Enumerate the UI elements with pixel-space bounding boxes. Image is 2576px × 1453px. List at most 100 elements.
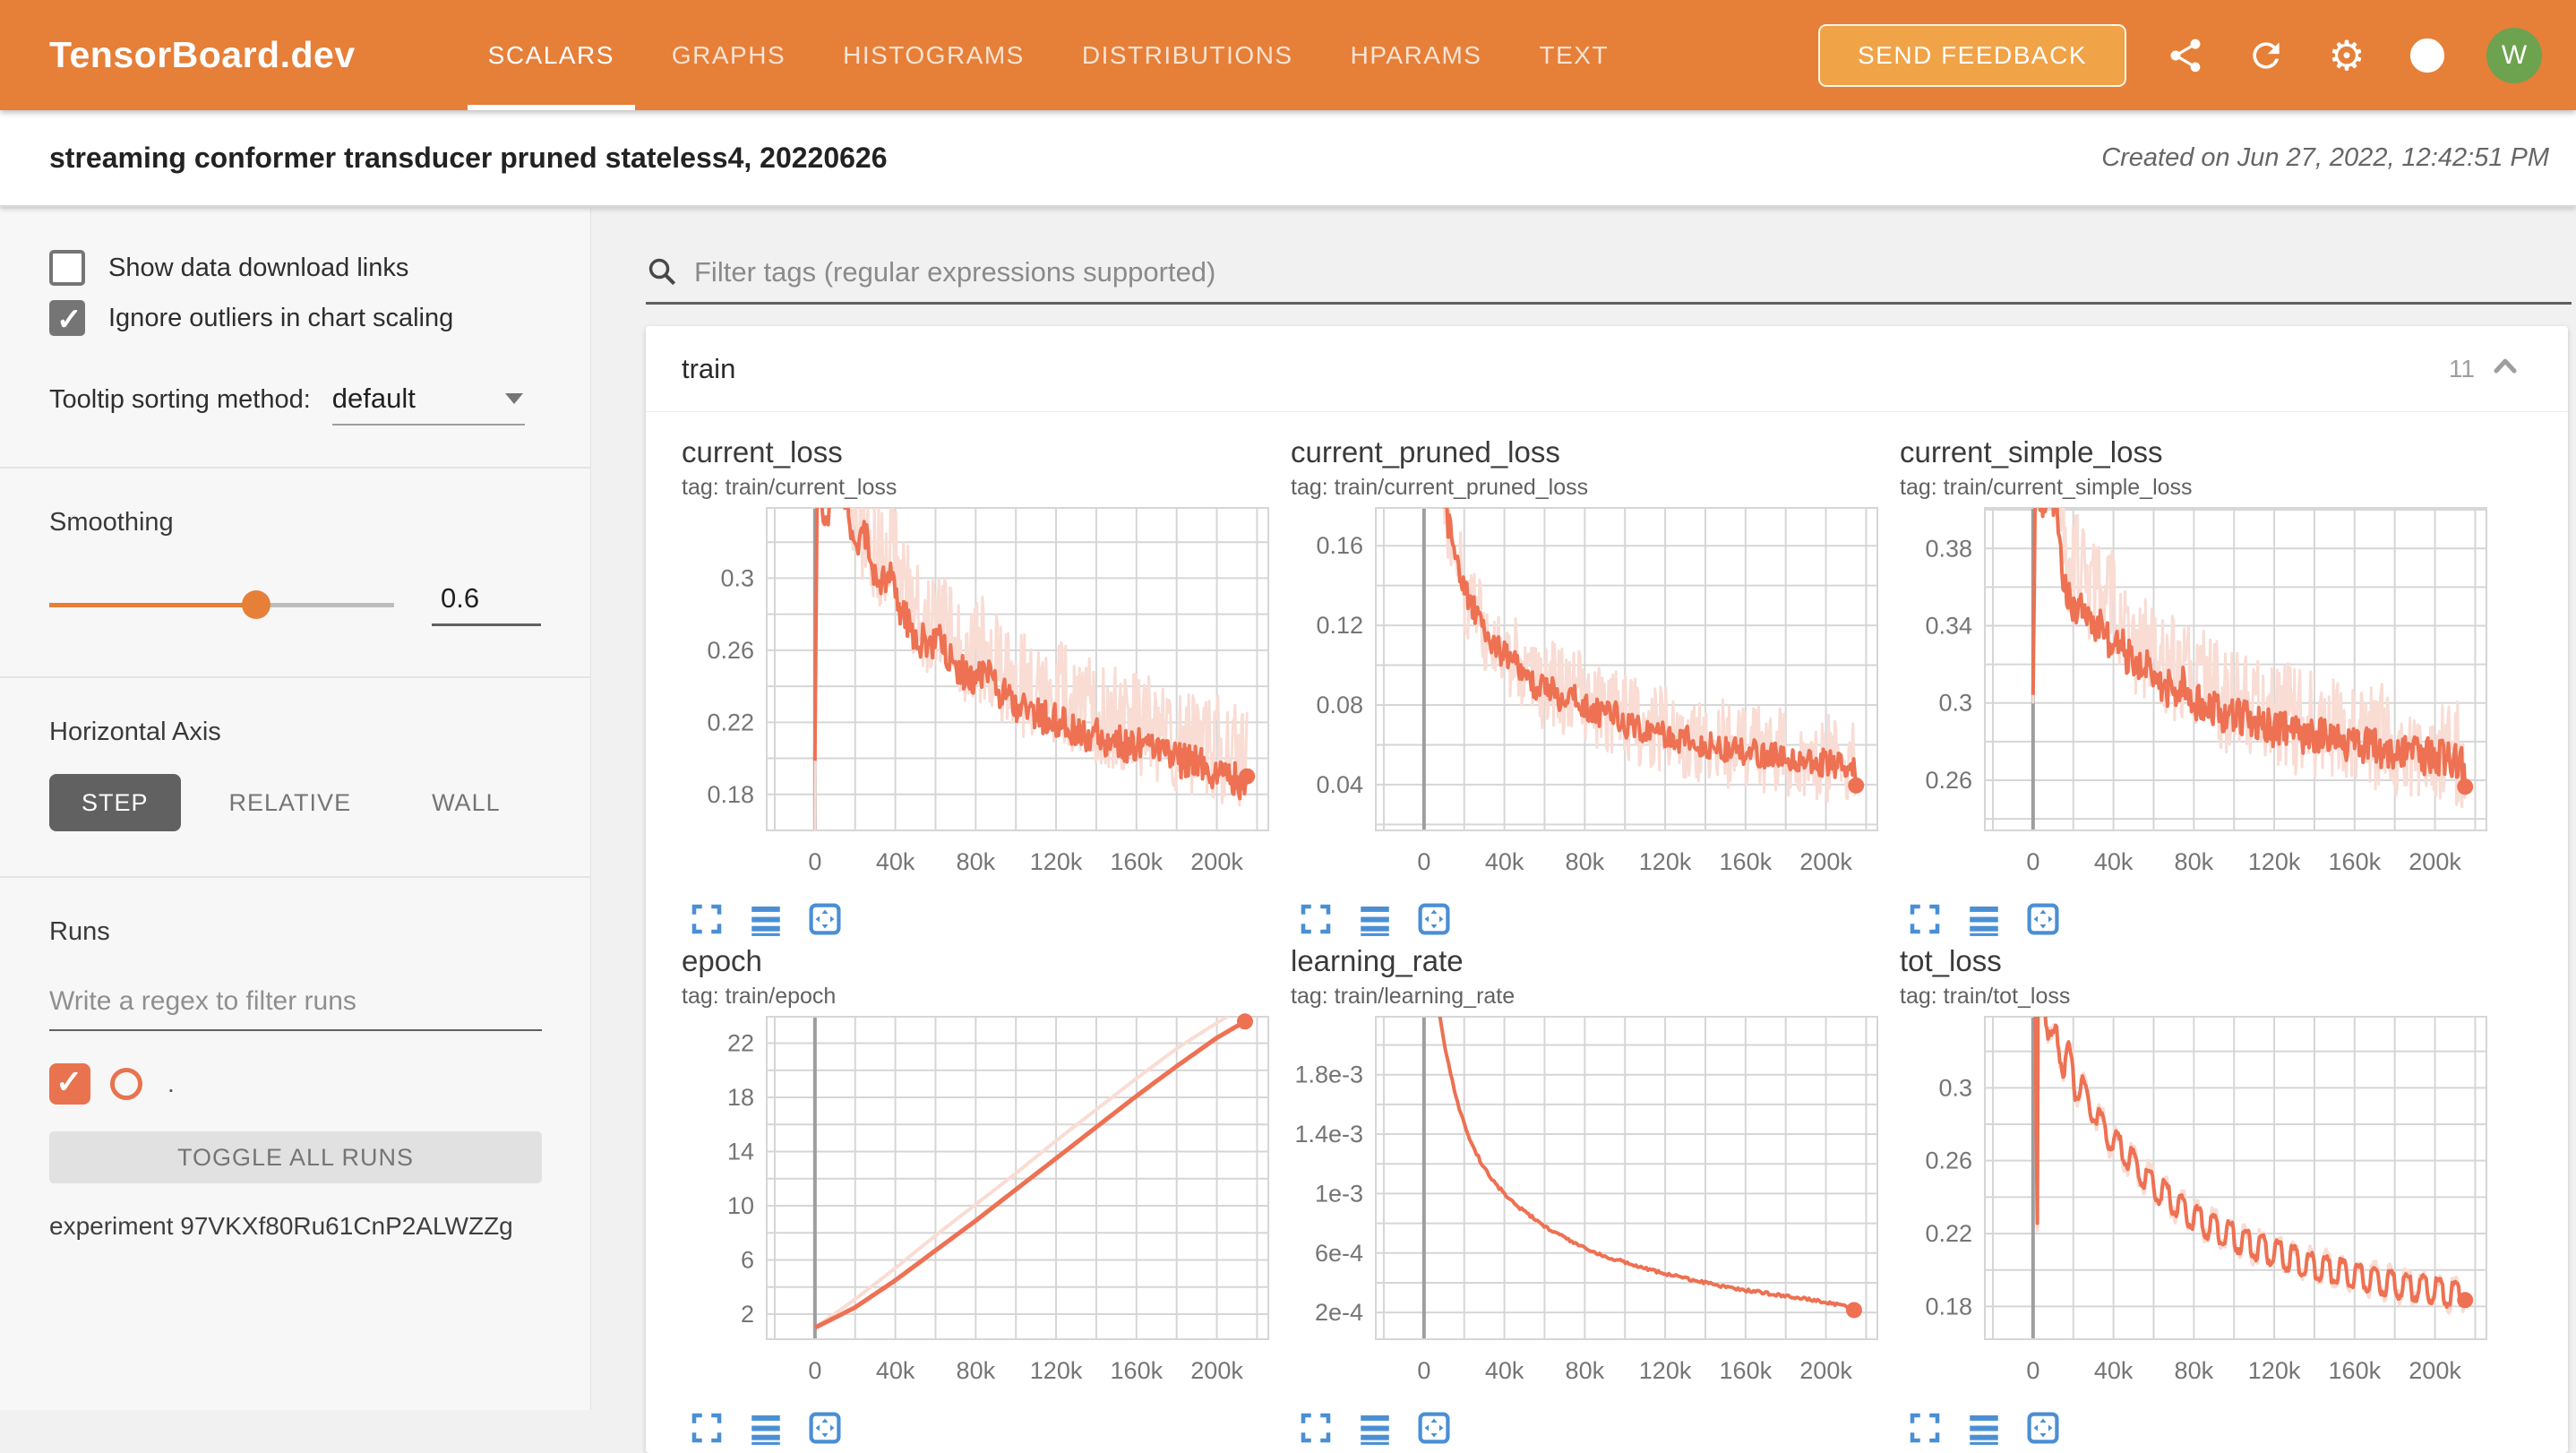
settings-gear-icon[interactable]: ⚙ xyxy=(2328,31,2366,79)
svg-text:160k: 160k xyxy=(1720,1357,1773,1384)
chart-toolbar xyxy=(1900,1408,2491,1448)
chart-current_pruned_loss: current_pruned_loss tag: train/current_pr… xyxy=(1291,435,1882,939)
svg-text:120k: 120k xyxy=(2248,848,2301,875)
axis-relative-button[interactable]: RELATIVE xyxy=(197,774,384,831)
train-section-header[interactable]: train 11 xyxy=(646,326,2568,412)
fit-domain-icon[interactable] xyxy=(2023,899,2063,939)
svg-text:160k: 160k xyxy=(2329,1357,2382,1384)
smoothing-slider[interactable] xyxy=(49,587,394,623)
tab-text[interactable]: TEXT xyxy=(1539,40,1610,69)
svg-text:0.18: 0.18 xyxy=(707,781,754,808)
log-scale-icon[interactable] xyxy=(746,899,786,939)
svg-text:22: 22 xyxy=(727,1029,754,1056)
tab-scalars[interactable]: SCALARS xyxy=(467,0,636,110)
app-logo: TensorBoard.dev xyxy=(49,34,356,75)
page-title: streaming conformer transducer pruned st… xyxy=(49,141,888,174)
expand-icon[interactable] xyxy=(1905,899,1945,939)
chart-plot[interactable]: 0.26 0.3 0.34 0.38 0 40k 80k 120k 160k 200k xyxy=(1900,503,2491,893)
divider xyxy=(0,467,590,469)
svg-text:120k: 120k xyxy=(1639,1357,1692,1384)
show-download-links-checkbox[interactable]: Show data download links xyxy=(49,250,590,286)
slider-knob[interactable] xyxy=(242,589,270,619)
expand-icon[interactable] xyxy=(687,1408,726,1448)
main-content: train 11 current_loss tag: train/current_… xyxy=(592,209,2576,1453)
filter-tags-input[interactable] xyxy=(694,256,2572,288)
fit-domain-icon[interactable] xyxy=(1414,899,1454,939)
chart-title: tot_loss xyxy=(1900,944,2002,977)
svg-text:200k: 200k xyxy=(2409,848,2461,875)
fit-domain-icon[interactable] xyxy=(2023,1408,2063,1448)
chart-title: current_simple_loss xyxy=(1900,435,2163,469)
axis-step-button[interactable]: STEP xyxy=(49,774,181,831)
log-scale-icon[interactable] xyxy=(1964,899,2004,939)
expand-icon[interactable] xyxy=(687,899,726,939)
chart-plot[interactable]: 2 6 10 14 18 22 0 40k 80k 120k 160k 200k xyxy=(682,1011,1273,1402)
tab-graphs[interactable]: GRAPHS xyxy=(671,40,786,69)
svg-text:?: ? xyxy=(2421,45,2433,67)
expand-icon[interactable] xyxy=(1905,1408,1945,1448)
log-scale-icon[interactable] xyxy=(1355,899,1395,939)
svg-text:0: 0 xyxy=(2026,848,2039,875)
share-icon[interactable] xyxy=(2164,34,2207,77)
svg-text:200k: 200k xyxy=(1799,848,1852,875)
runs-filter-input[interactable] xyxy=(49,981,542,1031)
svg-text:80k: 80k xyxy=(1566,848,1605,875)
fit-domain-icon[interactable] xyxy=(805,1408,845,1448)
chart-plot[interactable]: 2e-4 6e-4 1e-3 1.4e-3 1.8e-3 0 40k 80k 120k 160k 2… xyxy=(1291,1011,1882,1402)
chart-toolbar xyxy=(682,899,1273,939)
checkbox-icon[interactable] xyxy=(49,300,85,338)
chart-plot[interactable]: 0.18 0.22 0.26 0.3 0 40k 80k 120k 160k 200k xyxy=(1900,1011,2491,1402)
send-feedback-button[interactable]: SEND FEEDBACK xyxy=(1818,23,2126,87)
avatar[interactable]: W xyxy=(2486,27,2542,83)
svg-text:0.3: 0.3 xyxy=(720,564,754,591)
ignore-outliers-checkbox[interactable]: Ignore outliers in chart scaling xyxy=(49,300,590,338)
svg-text:160k: 160k xyxy=(1720,848,1773,875)
svg-text:0.26: 0.26 xyxy=(1925,1148,1972,1174)
svg-text:200k: 200k xyxy=(1190,1357,1243,1384)
chart-title: current_loss xyxy=(682,435,843,469)
horizontal-axis-buttons: STEP RELATIVE WALL xyxy=(49,774,590,831)
svg-text:0.22: 0.22 xyxy=(707,709,754,735)
log-scale-icon[interactable] xyxy=(1355,1408,1395,1448)
help-icon[interactable]: ? xyxy=(2406,34,2449,77)
checkbox-icon[interactable] xyxy=(49,250,85,286)
expand-icon[interactable] xyxy=(1296,899,1335,939)
log-scale-icon[interactable] xyxy=(746,1408,786,1448)
search-icon xyxy=(648,258,676,286)
run-checkbox[interactable] xyxy=(49,1063,90,1105)
chart-plot[interactable]: 0.18 0.22 0.26 0.3 0 40k 80k 120k 160k 200k xyxy=(682,503,1273,893)
tab-distributions[interactable]: DISTRIBUTIONS xyxy=(1081,40,1293,69)
refresh-icon[interactable] xyxy=(2245,34,2288,77)
svg-text:120k: 120k xyxy=(1030,1357,1083,1384)
settings-sidebar: Show data download links Ignore outliers… xyxy=(0,209,591,1410)
tooltip-sorting-dropdown[interactable]: default xyxy=(331,383,525,426)
run-name: . xyxy=(167,1070,175,1097)
expand-icon[interactable] xyxy=(1296,1408,1335,1448)
fit-domain-icon[interactable] xyxy=(805,899,845,939)
divider xyxy=(0,876,590,878)
slider-fill xyxy=(49,602,256,607)
log-scale-icon[interactable] xyxy=(1964,1408,2004,1448)
smoothing-value-field[interactable]: 0.6 xyxy=(432,582,541,626)
tab-histograms[interactable]: HISTOGRAMS xyxy=(843,40,1025,69)
experiment-titlebar: streaming conformer transducer pruned st… xyxy=(0,110,2576,207)
svg-text:200k: 200k xyxy=(2409,1357,2461,1384)
svg-text:0.12: 0.12 xyxy=(1316,612,1363,639)
run-color-swatch[interactable] xyxy=(110,1068,142,1100)
chart-learning_rate: learning_rate tag: train/learning_rate 2e-… xyxy=(1291,944,1882,1448)
fit-domain-icon[interactable] xyxy=(1414,1408,1454,1448)
axis-wall-button[interactable]: WALL xyxy=(399,774,533,831)
chart-current_loss: current_loss tag: train/current_loss 0.18 0… xyxy=(682,435,1273,939)
chart-epoch: epoch tag: train/epoch 2 6 10 14 18 22 0 40k 80k 12… xyxy=(682,944,1273,1448)
svg-text:0.26: 0.26 xyxy=(1925,767,1972,794)
toggle-all-runs-button[interactable]: TOGGLE ALL RUNS xyxy=(49,1131,542,1183)
smoothing-row: 0.6 xyxy=(49,582,541,626)
svg-text:160k: 160k xyxy=(1111,848,1163,875)
tab-hparams[interactable]: HPARAMS xyxy=(1350,40,1482,69)
chart-plot[interactable]: 0.04 0.08 0.12 0.16 0 40k 80k 120k 160k 200k xyxy=(1291,503,1882,893)
svg-text:120k: 120k xyxy=(2248,1357,2301,1384)
chevron-up-icon[interactable] xyxy=(2487,348,2523,389)
svg-text:0.3: 0.3 xyxy=(1938,1074,1972,1101)
section-title: train xyxy=(682,352,736,384)
smoothing-label: Smoothing xyxy=(49,508,174,537)
